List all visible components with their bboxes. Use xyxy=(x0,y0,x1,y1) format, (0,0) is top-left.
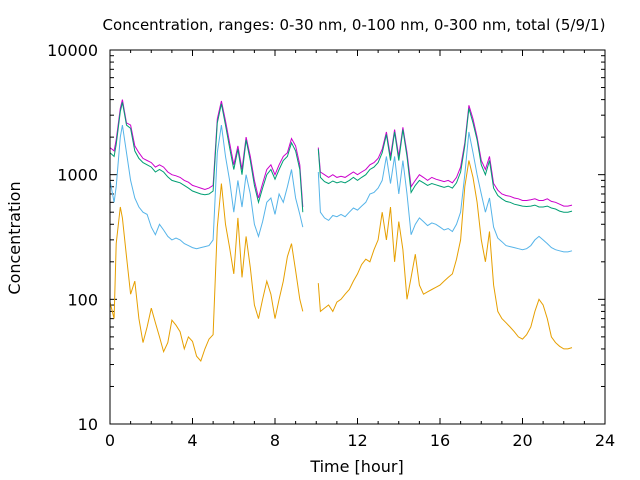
x-tick-label: 0 xyxy=(105,431,115,450)
x-axis-label: Time [hour] xyxy=(309,457,403,476)
y-tick-label: 10000 xyxy=(47,41,98,60)
x-tick-label: 20 xyxy=(512,431,532,450)
x-tick-label: 12 xyxy=(347,431,367,450)
chart-title: Concentration, ranges: 0-30 nm, 0-100 nm… xyxy=(103,16,606,34)
series-line-1-part-2 xyxy=(317,105,573,207)
series-line-1-part-1 xyxy=(109,99,304,208)
y-tick-label: 10 xyxy=(78,415,98,434)
series-line-3-part-2 xyxy=(317,131,573,253)
series-line-4-part-1 xyxy=(109,183,304,362)
x-tick-label: 8 xyxy=(270,431,280,450)
plot-frame xyxy=(109,49,606,425)
x-tick-label: 24 xyxy=(595,431,615,450)
series-line-4-part-2 xyxy=(317,160,573,350)
series-line-3-part-1 xyxy=(109,125,304,250)
y-tick-label: 100 xyxy=(67,290,98,309)
x-tick-label: 4 xyxy=(187,431,197,450)
y-tick-label: 1000 xyxy=(57,166,98,185)
series-line-2-part-1 xyxy=(109,102,304,213)
x-tick-label: 16 xyxy=(430,431,450,450)
y-axis-label: Concentration xyxy=(5,181,24,294)
series-line-2-part-2 xyxy=(317,108,573,213)
